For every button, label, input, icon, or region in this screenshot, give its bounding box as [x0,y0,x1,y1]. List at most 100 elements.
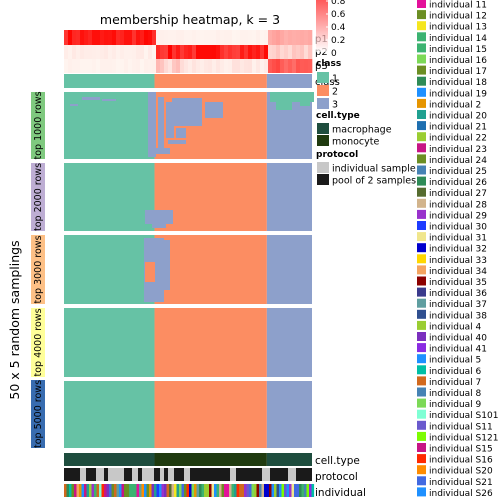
heatmap-block-class1 [64,92,155,159]
individual-cell [276,484,280,497]
individual-cell [126,484,130,497]
p2-cell [112,45,117,59]
p2-cell [160,45,165,59]
p3-cell [208,59,213,73]
individual-legend-swatch [417,298,426,308]
individual-legend-swatch [417,32,426,42]
p3-cell [292,59,297,73]
individual-legend-swatch [417,409,426,419]
heatmap-block-class3 [266,308,312,377]
annotation-name-p2: p2 [315,47,328,58]
individual-cell [71,484,75,497]
p2-cell [176,45,181,59]
p3-cell [184,59,189,73]
individual-cell [274,484,277,497]
individual-legend-label: individual 40 [429,334,487,344]
individual-legend-label: individual 20 [429,112,487,122]
p1-cell [156,30,161,45]
individual-cell [129,484,132,497]
p3-cell [300,59,305,73]
individual-cell [64,484,67,497]
protocol-legend-swatch [317,174,329,185]
p1-cell [264,30,269,45]
p1-cell [252,30,257,45]
p1-cell [188,30,193,45]
individual-legend-swatch [417,232,426,242]
individual-cell [154,484,157,497]
p2-cell [296,45,301,59]
individual-cell [289,484,292,497]
p2-cell [272,45,277,59]
individual-legend-swatch [417,21,426,31]
p2-cell [128,45,133,59]
p3-cell [192,59,197,73]
p3-cell [256,59,261,73]
p1-cell [260,30,265,45]
p2-cell [292,45,297,59]
individual-cell [226,484,230,497]
individual-legend-label: individual 29 [429,211,487,221]
p3-cell [160,59,165,73]
p1-cell [180,30,185,45]
annotation-name-cell-type: cell.type [315,455,360,467]
individual-legend-swatch [417,76,426,86]
p2-cell [144,45,149,59]
p3-cell [276,59,281,73]
p2-cell [96,45,101,59]
individual-cell [114,484,117,497]
individual-cell [119,484,122,497]
p1-cell [280,30,285,45]
individual-legend-label: individual 12 [429,12,487,22]
heatmap-patch [148,92,156,157]
p3-cell [76,59,81,73]
p1-cell [108,30,113,45]
p2-cell [276,45,281,59]
heatmap-patch [168,140,186,144]
individual-legend-label: individual 41 [429,345,487,355]
individual-cell [86,484,90,497]
individual-cell [221,484,225,497]
individual-legend-label: individual 11 [429,1,487,11]
individual-cell [151,484,155,497]
individual-cell [256,484,260,497]
individual-cell [249,484,252,497]
class-legend-label: 1 [332,74,338,85]
individual-legend-label: individual 13 [429,23,487,33]
p1-cell [132,30,137,45]
individual-cell [219,484,222,497]
p2-cell [288,45,293,59]
p3-cell [264,59,269,73]
p2-cell [248,45,253,59]
individual-cell [224,484,227,497]
p2-cell [92,45,97,59]
heatmap-block-class2 [154,380,267,448]
prob-tick-label: 0 [331,49,337,59]
p1-cell [136,30,141,45]
individual-cell [181,484,185,497]
individual-legend-label: individual 26 [429,178,487,188]
individual-cell [199,484,202,497]
individual-legend-label: individual 14 [429,34,487,44]
individual-legend-swatch [417,387,426,397]
p1-cell [284,30,289,45]
p1-cell [304,30,309,45]
individual-cell [209,484,212,497]
individual-legend-label: individual 34 [429,267,487,277]
p2-cell [304,45,309,59]
individual-cell [196,484,200,497]
individual-legend-label: individual 36 [429,289,487,299]
individual-legend-swatch [417,165,426,175]
individual-cell [269,484,272,497]
individual-cell [241,484,245,497]
p1-cell [228,30,233,45]
individual-cell [191,484,195,497]
p1-cell [164,30,169,45]
p3-cell [212,59,217,73]
p2-cell [268,45,273,59]
individual-cell [81,484,85,497]
p2-cell [256,45,261,59]
p2-cell [208,45,213,59]
individual-cell [134,484,137,497]
p2-cell [104,45,109,59]
